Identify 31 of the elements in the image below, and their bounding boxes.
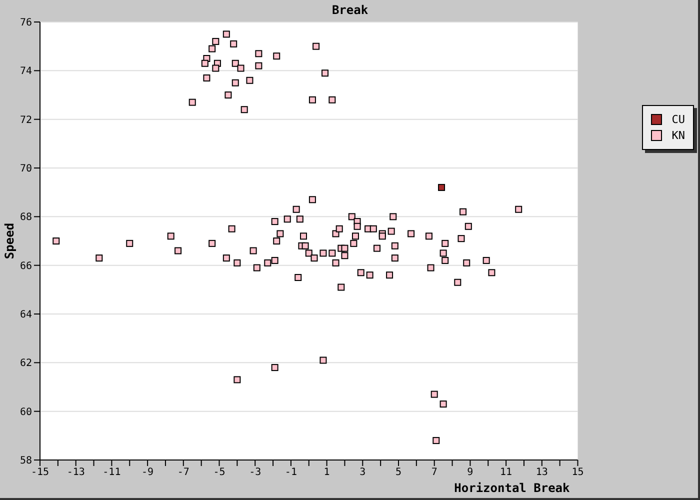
- y-tick-label: 60: [20, 406, 32, 418]
- x-tick-label: 9: [467, 467, 474, 478]
- x-tick-label: -1: [284, 467, 297, 478]
- x-tick-label: -5: [213, 467, 226, 478]
- x-axis-title: Horizontal Break: [454, 481, 571, 495]
- y-tick-label: 74: [20, 66, 32, 78]
- x-tick-label: 15: [572, 467, 584, 478]
- legend-label: CU: [672, 113, 685, 126]
- x-tick-label: 5: [395, 467, 402, 478]
- x-tick-label: -9: [142, 467, 154, 478]
- x-tick-label: -3: [249, 467, 262, 478]
- x-tick-label: 13: [536, 467, 548, 478]
- x-tick-label: 11: [500, 467, 512, 478]
- chart-title: Break: [330, 3, 370, 17]
- y-tick-label: 68: [20, 212, 32, 224]
- y-tick-label: 70: [20, 164, 32, 175]
- y-tick-label: 66: [20, 260, 32, 272]
- legend-label: KN: [672, 129, 685, 142]
- y-tick-label: 72: [20, 114, 32, 126]
- y-tick-label: 58: [20, 456, 32, 467]
- x-tick-label: -13: [66, 467, 85, 478]
- x-tick-label: -15: [30, 467, 50, 478]
- y-tick-label: 64: [20, 310, 32, 321]
- x-tick-label: -7: [177, 467, 190, 478]
- x-tick-label: 3: [360, 467, 366, 478]
- y-tick-label: 62: [20, 358, 32, 370]
- y-tick-label: 76: [20, 18, 32, 29]
- y-axis-title: Speed: [2, 222, 16, 260]
- x-tick-label: -11: [102, 467, 121, 478]
- x-tick-label: 7: [431, 467, 438, 478]
- x-tick-label: 1: [324, 467, 330, 478]
